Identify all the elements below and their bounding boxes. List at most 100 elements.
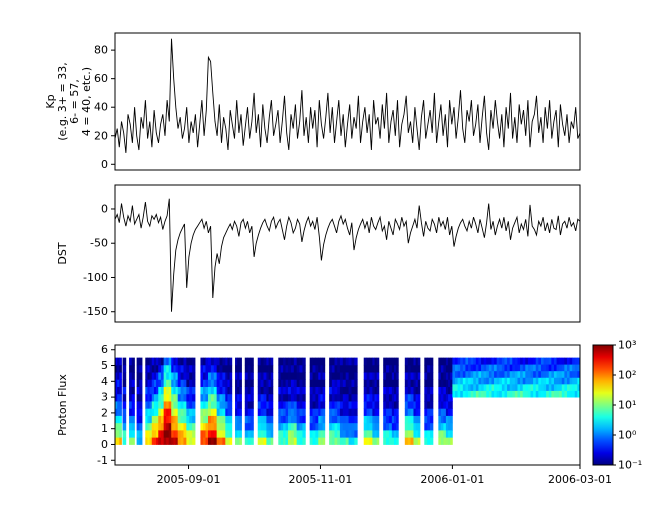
flux-cell	[337, 408, 341, 416]
flux-cell	[443, 393, 447, 402]
flux-cell	[556, 357, 560, 365]
flux-cell	[366, 357, 370, 366]
flux-cell	[131, 422, 135, 431]
flux-cell	[171, 379, 174, 387]
flux-cell	[407, 437, 411, 445]
flux-cell	[388, 408, 393, 416]
flux-cell	[280, 422, 284, 431]
flux-cell	[348, 393, 352, 402]
flux-cell	[339, 408, 344, 416]
flux-cell	[337, 364, 341, 373]
flux-cell	[208, 364, 212, 373]
flux-cell	[339, 430, 344, 438]
flux-cell	[166, 437, 170, 445]
flux-cell	[263, 401, 267, 409]
flux-cell	[517, 377, 521, 385]
flux-cell	[450, 393, 453, 402]
flux-cell	[166, 408, 170, 416]
flux-cell	[302, 415, 306, 424]
flux-cell	[512, 370, 516, 378]
flux-cell	[189, 422, 193, 431]
flux-cell	[538, 377, 542, 385]
flux-cell	[374, 430, 378, 438]
flux-cell	[180, 357, 184, 366]
flux-cell	[147, 415, 150, 424]
flux-cell	[189, 415, 193, 424]
flux-cell	[149, 401, 153, 409]
flux-cell	[363, 430, 367, 438]
flux-cell	[288, 422, 292, 431]
flux-cell	[139, 357, 143, 366]
flux-cell	[213, 379, 218, 387]
flux-cell	[468, 390, 472, 398]
flux-cell	[163, 422, 167, 431]
flux-cell	[337, 393, 341, 402]
flux-cell	[160, 401, 165, 409]
flux-cell	[222, 415, 226, 424]
flux-cell	[163, 430, 167, 438]
flux-cell	[192, 408, 196, 416]
flux-cell	[117, 422, 120, 431]
flux-cell	[363, 357, 367, 366]
flux-cell	[239, 408, 242, 416]
flux-cell	[168, 379, 172, 387]
flux-cell	[250, 372, 254, 380]
flux-cell	[115, 386, 118, 395]
flux-cell	[374, 372, 378, 380]
flux-cell	[383, 415, 387, 424]
flux-cell	[202, 430, 206, 438]
flux-cell	[548, 390, 552, 398]
flux-cell	[499, 377, 503, 385]
flux-cell	[173, 357, 176, 366]
colorbar-tick-label: 10⁻¹	[618, 459, 642, 472]
flux-cell	[410, 415, 414, 424]
flux-cell	[561, 377, 565, 385]
flux-cell	[430, 430, 434, 438]
flux-cell	[430, 422, 434, 431]
flux-cell	[486, 377, 490, 385]
flux-cell	[235, 386, 238, 395]
flux-cell	[372, 422, 375, 431]
flux-cell	[494, 377, 498, 385]
flux-cell	[391, 364, 395, 373]
flux-cell	[424, 393, 428, 402]
flux-cell	[564, 357, 568, 365]
flux-cell	[351, 393, 355, 402]
flux-cell	[394, 401, 397, 409]
flux-cell	[296, 357, 300, 366]
flux-cell	[139, 372, 143, 380]
flux-cell	[244, 430, 249, 438]
flux-cell	[507, 390, 511, 398]
flux-cell	[443, 357, 447, 366]
flux-cell	[448, 415, 451, 424]
flux-cell	[348, 437, 352, 445]
flux-cell	[339, 401, 344, 409]
flux-cell	[386, 393, 390, 402]
flux-cell	[417, 437, 421, 445]
flux-cell	[216, 379, 220, 387]
flux-cell	[192, 364, 196, 373]
flux-cell	[115, 364, 118, 373]
flux-cell	[312, 430, 316, 438]
flux-cell	[445, 408, 449, 416]
flux-cell	[396, 422, 399, 431]
flux-cell	[396, 437, 399, 445]
flux-cell	[345, 430, 349, 438]
flux-cell	[163, 415, 167, 424]
flux-cell	[470, 370, 474, 378]
flux-cell	[186, 379, 190, 387]
flux-cell	[129, 393, 133, 402]
flux-cell	[322, 437, 326, 445]
flux-cell	[551, 390, 555, 398]
flux-cell	[180, 422, 184, 431]
flux-cell	[129, 401, 133, 409]
flux-cell	[394, 372, 397, 380]
flux-cell	[263, 430, 267, 438]
flux-cell	[339, 437, 344, 445]
flux-cell	[119, 393, 122, 402]
flux-cell	[296, 364, 300, 373]
flux-cell	[527, 364, 531, 372]
flux-cell	[158, 430, 162, 438]
flux-cell	[569, 370, 573, 378]
flux-cell	[424, 386, 428, 395]
